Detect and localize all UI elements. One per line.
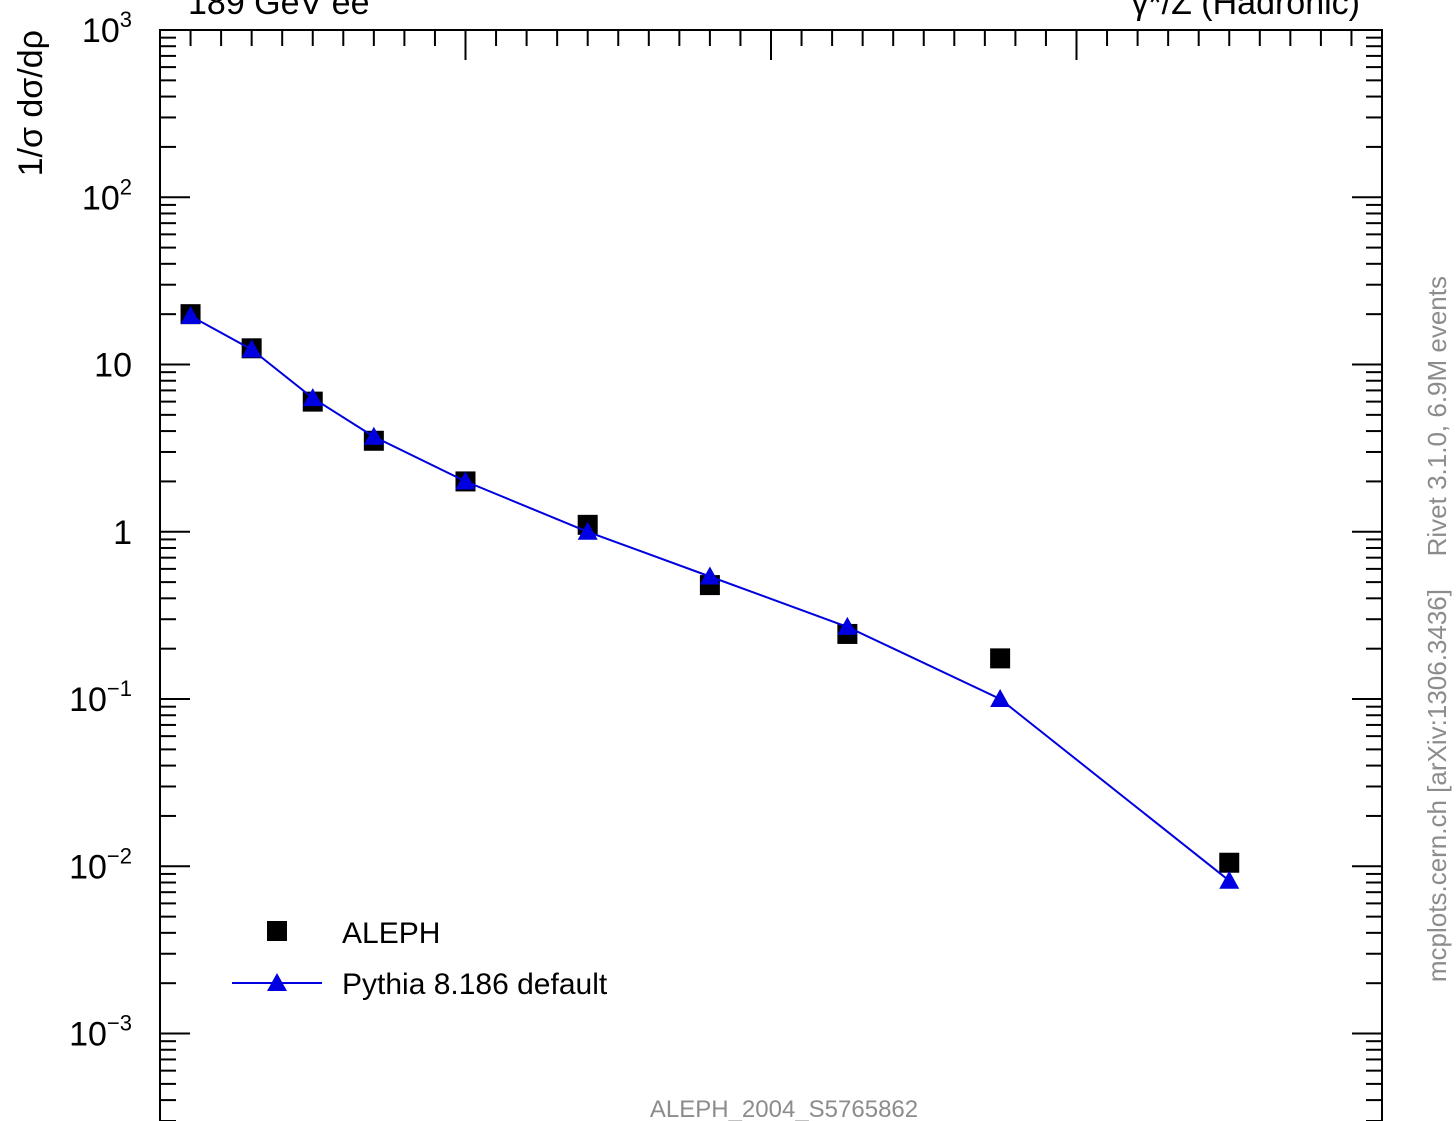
data-point-pythia bbox=[1219, 870, 1240, 889]
legend: ALEPH Pythia 8.186 default bbox=[232, 917, 608, 1001]
y-tick-label: 1 bbox=[113, 514, 132, 552]
y-tick-label: 10−1 bbox=[69, 676, 132, 719]
rivet-label: Rivet 3.1.0, 6.9M events bbox=[1422, 276, 1452, 556]
series-line-pythia bbox=[190, 315, 1230, 882]
header-right: γ*/Z (Hadronic) bbox=[1131, 0, 1360, 22]
data-point-pythia bbox=[990, 689, 1011, 708]
data-point-pythia bbox=[577, 521, 598, 540]
data-point-aleph bbox=[1219, 852, 1240, 873]
axes bbox=[159, 29, 1383, 1121]
y-tick-label: 103 bbox=[82, 7, 132, 50]
mcplots-label: mcplots.cern.ch [arXiv:1306.3436] bbox=[1422, 589, 1452, 982]
y-tick-label: 10−2 bbox=[69, 843, 132, 886]
data-point-pythia bbox=[241, 339, 262, 358]
legend-marker-pythia bbox=[267, 973, 287, 991]
y-tick-label: 102 bbox=[82, 174, 132, 217]
legend-label-aleph: ALEPH bbox=[342, 917, 440, 950]
y-tick-label: 10 bbox=[94, 347, 132, 385]
legend-label-pythia: Pythia 8.186 default bbox=[342, 968, 608, 1001]
data-point-pythia bbox=[455, 471, 476, 490]
data-point-aleph bbox=[990, 648, 1011, 669]
y-tick-label: 10−3 bbox=[69, 1011, 132, 1054]
y-axis-label: 1/σ dσ/dρ bbox=[12, 30, 50, 176]
plot-frame bbox=[159, 29, 1383, 1121]
header-left: 189 GeV ee bbox=[188, 0, 369, 22]
data-point-pythia bbox=[302, 388, 323, 407]
data-point-pythia bbox=[837, 616, 858, 635]
data-point-pythia bbox=[180, 306, 201, 325]
data-point-pythia bbox=[699, 566, 720, 585]
footer-label: ALEPH_2004_S5765862 bbox=[650, 1096, 918, 1121]
data-series bbox=[180, 304, 1240, 889]
legend-marker-aleph bbox=[267, 921, 287, 941]
data-point-pythia bbox=[363, 426, 384, 445]
